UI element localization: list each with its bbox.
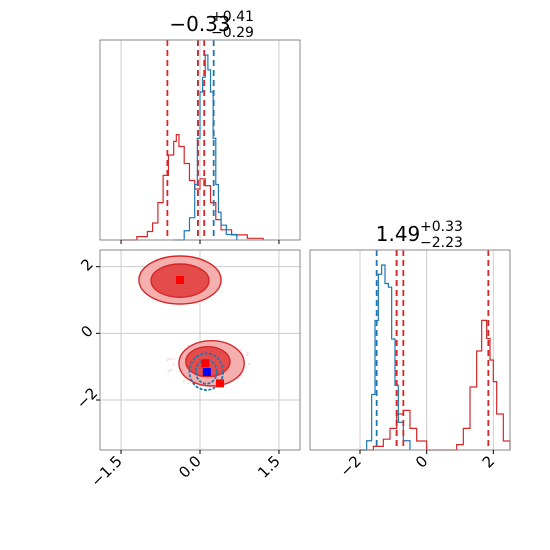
joint-scatter-point [167, 370, 170, 373]
joint-scatter-point [187, 382, 190, 385]
joint-scatter-point [183, 380, 185, 382]
joint-scatter-point [240, 348, 242, 351]
joint-markers [176, 276, 224, 388]
joint-blue-contour [194, 358, 218, 385]
marginal-y-frame [309, 249, 511, 451]
joint-scatter-point [173, 358, 176, 360]
marginal-y-tick-label: 2 [479, 452, 498, 471]
joint-scatter-point [168, 369, 171, 372]
joint-scatter-point [246, 353, 249, 356]
marginal-x-histograms [121, 54, 264, 241]
joint-y-tick-label: 2 [77, 255, 96, 274]
marginal-y-red-histogram [360, 319, 511, 451]
marginal-histogram-x: −0.33 +0.41 −0.29 [99, 9, 301, 244]
marginal-y-quantile-lines [375, 250, 490, 450]
joint-x-tick-label: −1.5 [87, 452, 125, 490]
joint-red-marker [176, 276, 184, 284]
joint-red-marker [201, 359, 210, 368]
marginal-x-grid [120, 40, 280, 240]
marginal-histogram-y: −2 0 2 1.49 +0.33 −2.23 [309, 219, 511, 480]
joint-scatter-point [237, 377, 240, 380]
marginal-y-tick-label: 0 [412, 452, 431, 471]
joint-red-marker [216, 379, 224, 388]
joint-x-tick-label: 0.0 [175, 452, 205, 482]
joint-y-tick-label: −2 [73, 384, 101, 412]
marginal-y-histograms [360, 264, 511, 451]
marginal-y-grid [359, 250, 494, 450]
joint-scatter-point [166, 359, 169, 362]
marginal-x-title-value: −0.33 [169, 12, 230, 36]
joint-x-tick-label: 1.5 [254, 452, 284, 482]
marginal-x-red-histogram [121, 134, 264, 241]
joint-contour-plot: 2 0 −2 −1.5 0.0 1.5 [73, 249, 301, 491]
joint-blue-marker [202, 368, 211, 376]
marginal-x-title-sub: −0.29 [211, 25, 254, 41]
marginal-y-ticks: −2 0 2 [336, 450, 498, 480]
marginal-y-tick-label: −2 [336, 452, 364, 480]
marginal-y-title-sup: +0.33 [420, 219, 463, 235]
joint-scatter-point [169, 358, 172, 360]
joint-contours [138, 255, 245, 391]
marginal-x-quantile-lines [166, 40, 215, 240]
joint-scatter-point [187, 344, 190, 347]
marginal-x-title-sup: +0.41 [211, 9, 254, 25]
joint-scatter-point [167, 358, 170, 360]
joint-scatter-point [246, 351, 249, 354]
marginal-y-title-sub: −2.23 [420, 235, 463, 251]
joint-scatter-point [172, 363, 175, 366]
marginal-y-title: 1.49 [376, 222, 421, 246]
joint-scatter-point [170, 369, 173, 371]
marginal-y-blue-histogram [360, 264, 411, 451]
marginal-x-title: −0.33 [169, 12, 230, 36]
marginal-x-ticks [120, 240, 280, 244]
joint-scatter-point [248, 363, 250, 365]
marginal-y-title-value: 1.49 [376, 222, 421, 246]
marginal-x-blue-histogram [173, 54, 238, 241]
joint-blue-contour [188, 352, 225, 391]
joint-y-tick-label: 0 [77, 322, 96, 341]
